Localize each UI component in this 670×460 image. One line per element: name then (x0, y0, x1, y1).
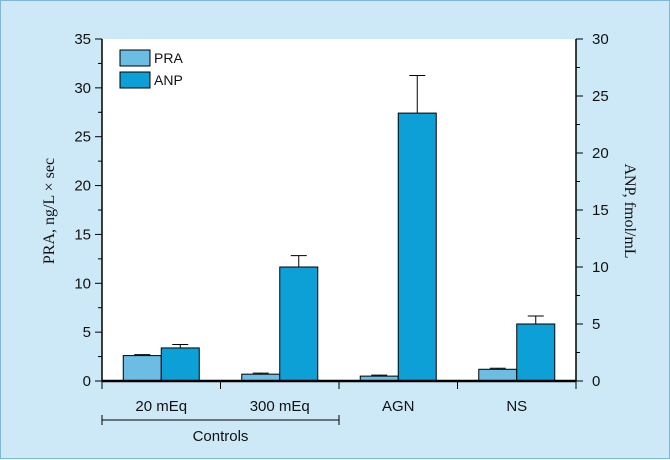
x-tick-label: AGN (382, 398, 415, 415)
y-left-tick-label: 10 (74, 275, 91, 292)
legend-label-pra: PRA (154, 50, 183, 66)
x-tick-label: NS (506, 398, 527, 415)
y-right-tick-label: 5 (592, 316, 600, 333)
legend-swatch-pra (119, 49, 151, 67)
y-right-tick-label: 30 (592, 31, 609, 48)
y-right-tick-label: 25 (592, 88, 609, 105)
y-left-tick-label: 35 (74, 31, 91, 48)
y-right-tick-label: 20 (592, 145, 609, 162)
bar-anp-4 (516, 323, 556, 382)
y-left-tick-label: 25 (74, 129, 91, 146)
y-left-tick-label: 0 (83, 373, 91, 390)
bar-pra-1 (122, 355, 162, 382)
bar-anp-1 (160, 347, 200, 382)
y-right-tick-label: 0 (592, 373, 600, 390)
x-tick-label: 300 mEq (250, 398, 310, 415)
x-tick-label: 20 mEq (135, 398, 187, 415)
y-axis-left-title: PRA, ng/L × sec (41, 158, 58, 264)
y-left-tick-label: 15 (74, 226, 91, 243)
y-left-tick-label: 5 (83, 324, 91, 341)
controls-label: Controls (193, 428, 249, 445)
y-right-tick-label: 10 (592, 259, 609, 276)
legend-label-anp: ANP (154, 72, 183, 88)
y-left-tick-label: 20 (74, 178, 91, 195)
bar-anp-2 (279, 266, 319, 382)
bar-pra-4 (478, 368, 518, 382)
legend: PRA ANP (119, 49, 183, 89)
y-left-tick-label: 30 (74, 80, 91, 97)
plot-area (102, 39, 576, 381)
y-right-tick-label: 15 (592, 202, 609, 219)
legend-swatch-anp (119, 71, 151, 89)
y-axis-right-title: ANP, fmol/mL (621, 163, 638, 258)
bar-anp-3 (397, 112, 437, 382)
